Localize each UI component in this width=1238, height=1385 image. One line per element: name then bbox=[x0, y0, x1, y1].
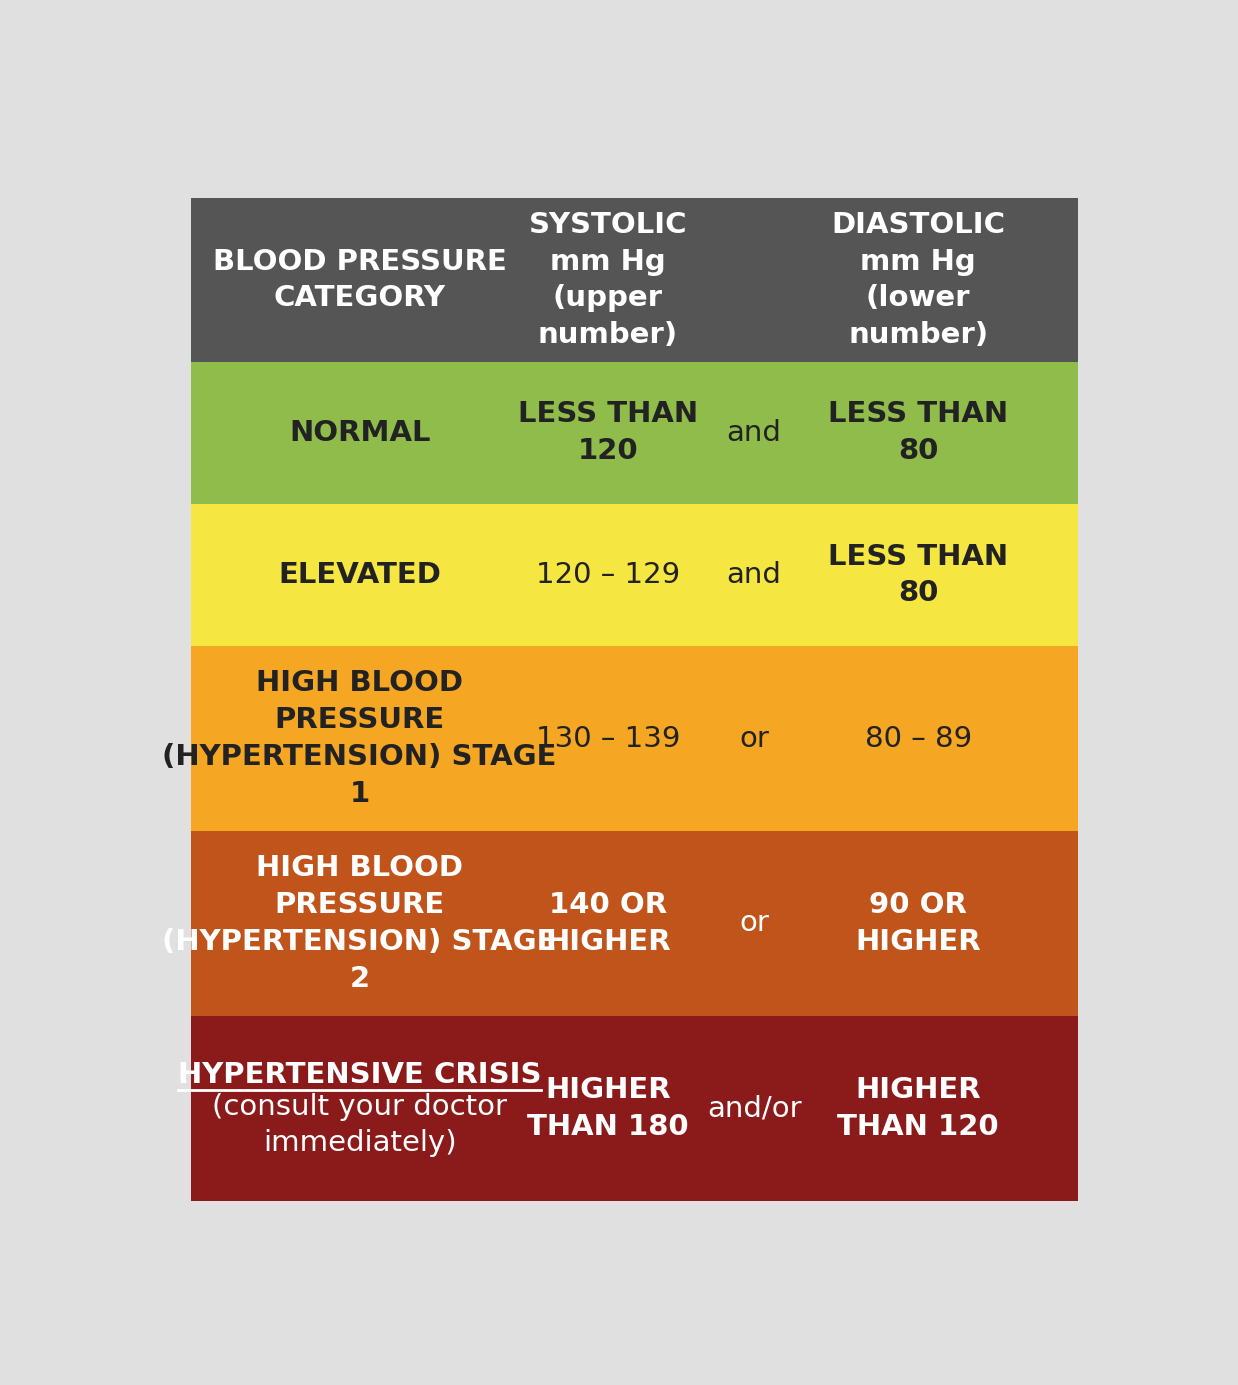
Text: BLOOD PRESSURE
CATEGORY: BLOOD PRESSURE CATEGORY bbox=[213, 248, 506, 313]
Text: and: and bbox=[727, 418, 781, 447]
Text: 120 – 129: 120 – 129 bbox=[536, 561, 680, 589]
Text: ELEVATED: ELEVATED bbox=[279, 561, 441, 589]
Bar bbox=[191, 645, 1078, 831]
Text: NORMAL: NORMAL bbox=[288, 418, 431, 447]
Text: LESS THAN
80: LESS THAN 80 bbox=[828, 543, 1008, 608]
Text: DIASTOLIC
mm Hg
(lower
number): DIASTOLIC mm Hg (lower number) bbox=[831, 211, 1005, 349]
Text: 80 – 89: 80 – 89 bbox=[864, 724, 972, 752]
Text: SYSTOLIC
mm Hg
(upper
number): SYSTOLIC mm Hg (upper number) bbox=[529, 211, 687, 349]
Text: and: and bbox=[727, 561, 781, 589]
Text: HIGHER
THAN 120: HIGHER THAN 120 bbox=[837, 1076, 999, 1141]
Bar bbox=[191, 1015, 1078, 1201]
Text: or: or bbox=[739, 724, 769, 752]
Text: HIGH BLOOD
PRESSURE
(HYPERTENSION) STAGE
2: HIGH BLOOD PRESSURE (HYPERTENSION) STAGE… bbox=[162, 855, 557, 993]
Text: 90 OR
HIGHER: 90 OR HIGHER bbox=[855, 891, 980, 956]
Text: 140 OR
HIGHER: 140 OR HIGHER bbox=[545, 891, 671, 956]
Text: HYPERTENSIVE CRISIS: HYPERTENSIVE CRISIS bbox=[178, 1061, 541, 1089]
Bar bbox=[191, 198, 1078, 361]
Bar bbox=[191, 361, 1078, 504]
Text: or: or bbox=[739, 910, 769, 938]
Text: LESS THAN
120: LESS THAN 120 bbox=[517, 400, 698, 465]
Text: LESS THAN
80: LESS THAN 80 bbox=[828, 400, 1008, 465]
Bar bbox=[191, 504, 1078, 645]
Text: 130 – 139: 130 – 139 bbox=[536, 724, 680, 752]
Text: and/or: and/or bbox=[707, 1094, 801, 1122]
Text: HIGH BLOOD
PRESSURE
(HYPERTENSION) STAGE
1: HIGH BLOOD PRESSURE (HYPERTENSION) STAGE… bbox=[162, 669, 557, 807]
Bar bbox=[191, 831, 1078, 1015]
Text: (consult your doctor
immediately): (consult your doctor immediately) bbox=[212, 1093, 508, 1158]
Text: HIGHER
THAN 180: HIGHER THAN 180 bbox=[527, 1076, 688, 1141]
